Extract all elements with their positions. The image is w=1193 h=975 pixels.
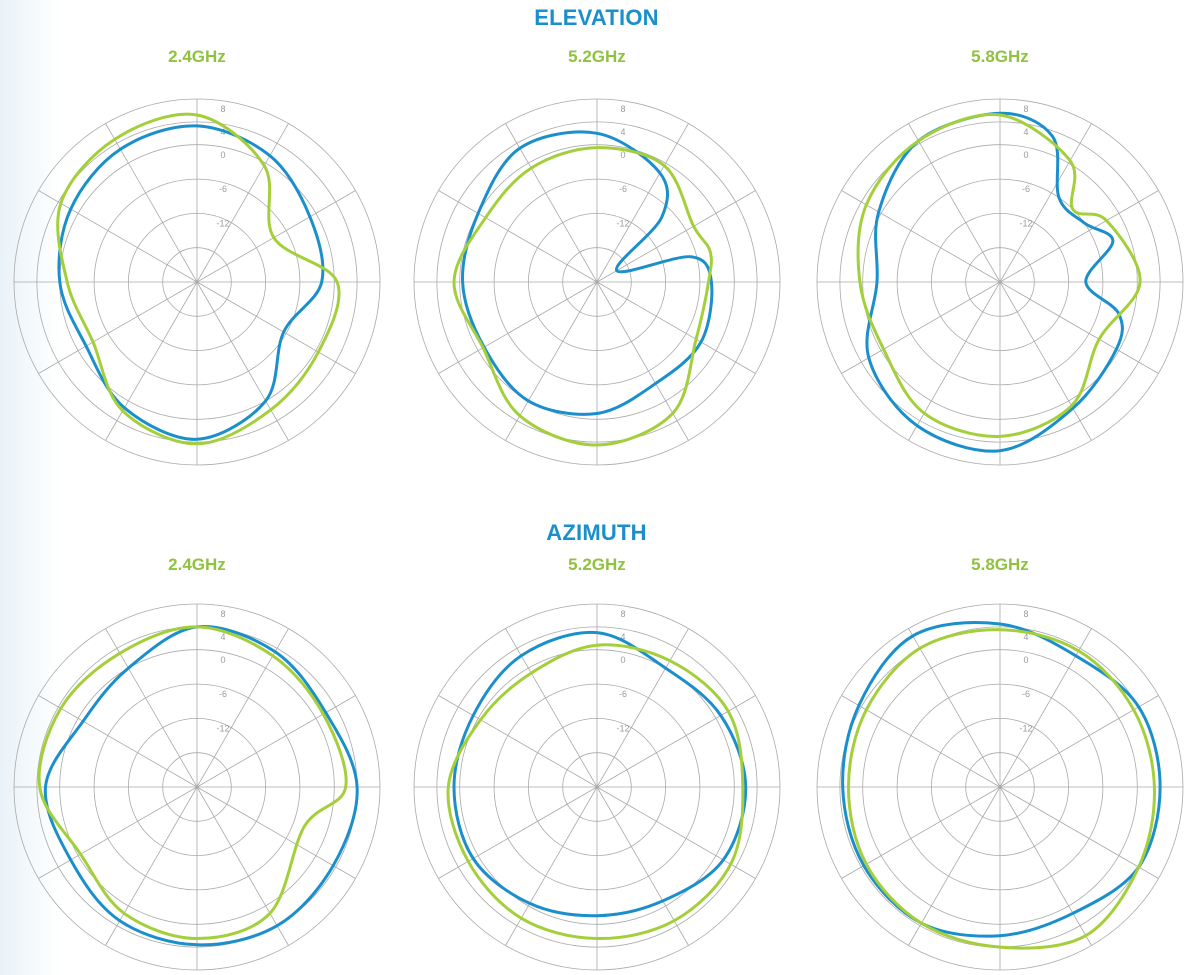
polar-grid-spoke xyxy=(197,787,356,879)
polar-chart-elevation-2-4ghz: 840-6-12 xyxy=(12,95,382,470)
polar-chart-azimuth-5-8ghz: 8 4 0 -6 -12 xyxy=(815,600,1185,975)
polar-tick-label: 8 xyxy=(620,609,625,619)
azimuth-title: AZIMUTH xyxy=(0,520,1193,546)
polar-tick-label: -6 xyxy=(219,689,227,699)
polar-tick-label: -6 xyxy=(1022,184,1030,194)
polar-tick-label: -6 xyxy=(1022,689,1030,699)
polar-grid-spoke xyxy=(39,696,198,788)
polar-grid-spoke xyxy=(106,124,198,283)
polar-tick-label: -6 xyxy=(219,184,227,194)
polar-chart-elevation-5-8ghz: 8 4 0 -6 -12 xyxy=(815,95,1185,470)
polar-series-trace-1 xyxy=(454,148,711,445)
polar-grid-spoke xyxy=(197,787,289,946)
polar-tick-label: -12 xyxy=(216,723,229,733)
polar-grid-spoke xyxy=(506,787,598,946)
polar-tick-label: 4 xyxy=(1023,127,1028,137)
polar-series-trace-0 xyxy=(843,623,1160,937)
azimuth-freq-label: 5.8GHz xyxy=(900,555,1100,575)
polar-grid-spoke xyxy=(597,696,756,788)
polar-tick-label: -6 xyxy=(619,689,627,699)
azimuth-freq-label: 5.2GHz xyxy=(497,555,697,575)
polar-grid-spoke xyxy=(106,282,198,441)
elevation-freq-label: 2.4GHz xyxy=(97,47,297,67)
polar-tick-label: 0 xyxy=(1023,150,1028,160)
polar-grid-spoke xyxy=(1000,124,1092,283)
polar-tick-label: 0 xyxy=(220,150,225,160)
polar-tick-label: 8 xyxy=(620,104,625,114)
polar-chart-azimuth-5-2ghz: 8 4 0 -6 -12 xyxy=(412,600,782,975)
polar-grid-spoke xyxy=(1000,787,1092,946)
elevation-freq-label: 5.8GHz xyxy=(900,47,1100,67)
polar-grid-spoke xyxy=(597,282,689,441)
polar-grid-spoke xyxy=(909,124,1001,283)
polar-tick-label: -12 xyxy=(216,218,229,228)
azimuth-freq-label: 2.4GHz xyxy=(97,555,297,575)
polar-tick-label: -12 xyxy=(1019,723,1032,733)
polar-grid-spoke xyxy=(197,696,356,788)
polar-grid-spoke xyxy=(197,191,356,283)
polar-grid-spoke xyxy=(1000,629,1092,788)
polar-tick-label: 0 xyxy=(1023,655,1028,665)
polar-tick-label: 0 xyxy=(620,655,625,665)
polar-series-trace-0 xyxy=(463,132,712,414)
polar-grid-spoke xyxy=(197,282,289,441)
polar-grid-spoke xyxy=(439,282,598,374)
polar-grid-spoke xyxy=(909,787,1001,946)
polar-grid-spoke xyxy=(1000,191,1159,283)
polar-tick-label: -12 xyxy=(616,218,629,228)
polar-tick-label: -12 xyxy=(1019,218,1032,228)
polar-tick-label: -12 xyxy=(616,723,629,733)
polar-tick-label: 4 xyxy=(620,127,625,137)
polar-series-trace-0 xyxy=(59,126,323,440)
polar-grid-spoke xyxy=(197,124,289,283)
polar-chart-elevation-5-2ghz: 8 4 0 -6 -12 xyxy=(412,95,782,470)
polar-grid-spoke xyxy=(597,282,756,374)
polar-tick-label: -6 xyxy=(619,184,627,194)
polar-chart-azimuth-2-4ghz: 8 4 0 -6 -12 xyxy=(12,600,382,975)
polar-tick-label: 0 xyxy=(220,655,225,665)
polar-grid-spoke xyxy=(39,787,198,879)
polar-grid-spoke xyxy=(1000,787,1159,879)
polar-grid-spoke xyxy=(1000,282,1092,441)
polar-tick-label: 4 xyxy=(220,632,225,642)
polar-grid-spoke xyxy=(909,629,1001,788)
polar-grid-spoke xyxy=(506,629,598,788)
polar-tick-label: 8 xyxy=(1023,104,1028,114)
elevation-title: ELEVATION xyxy=(0,5,1193,31)
polar-tick-label: 8 xyxy=(220,609,225,619)
polar-tick-label: 8 xyxy=(1023,609,1028,619)
polar-grid-spoke xyxy=(842,282,1001,374)
elevation-freq-label: 5.2GHz xyxy=(497,47,697,67)
polar-grid-spoke xyxy=(597,191,756,283)
polar-series-trace-1 xyxy=(448,645,743,939)
polar-grid-spoke xyxy=(909,282,1001,441)
polar-series-trace-0 xyxy=(454,632,746,915)
polar-tick-label: 8 xyxy=(220,104,225,114)
